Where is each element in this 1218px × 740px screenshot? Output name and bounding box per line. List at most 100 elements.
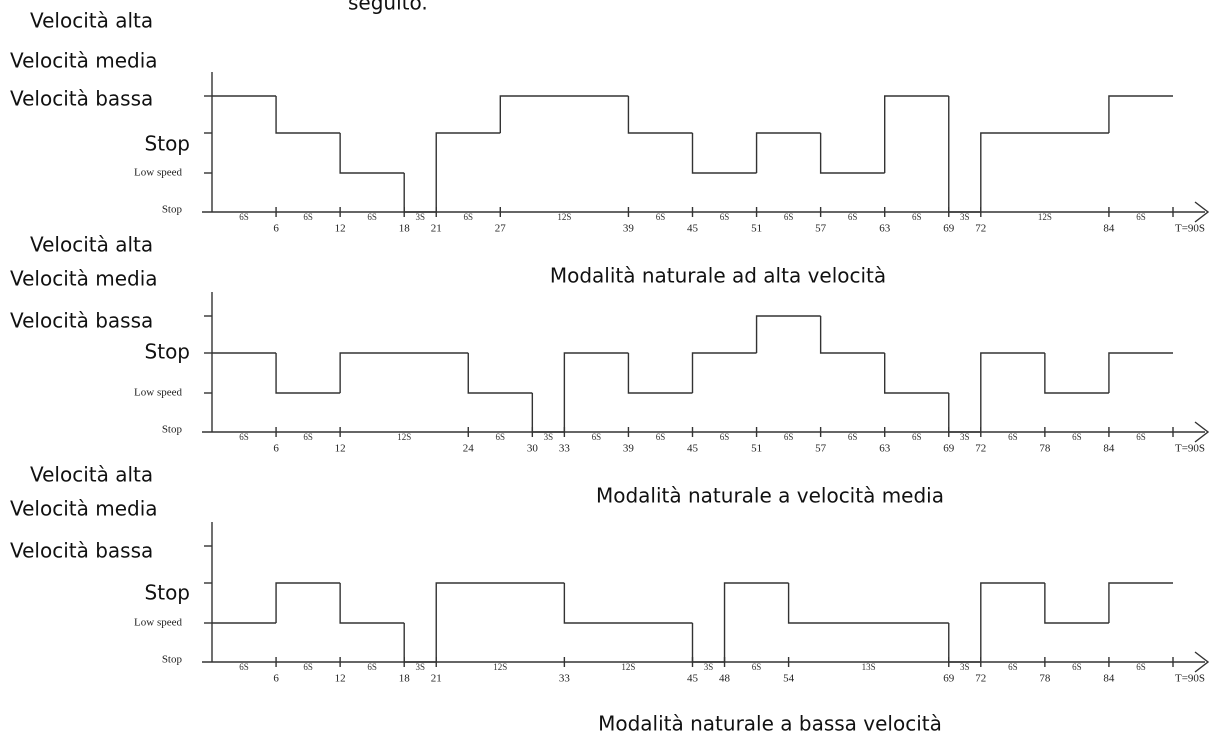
x-tick-label: 78: [1039, 673, 1051, 685]
duration-label: 6S: [303, 432, 313, 442]
x-tick-label: 18: [399, 223, 411, 235]
speed-step: [884, 95, 949, 173]
speed-step: [948, 96, 981, 213]
speed-step: [275, 582, 341, 623]
speed-step: [339, 352, 469, 393]
x-tick-label: 33: [559, 443, 571, 455]
level-label: Velocità media: [10, 497, 158, 521]
duration-label: 6S: [1008, 662, 1018, 672]
axis-label: Stop: [162, 424, 183, 436]
duration-label: 6S: [239, 432, 249, 442]
duration-label: 6S: [656, 212, 666, 222]
speed-step: [948, 623, 981, 663]
speed-step: [787, 583, 949, 624]
x-tick-label: T=90S: [1175, 443, 1205, 455]
x-tick-label: 45: [687, 443, 699, 455]
speed-step: [948, 393, 981, 433]
speed-step: [563, 352, 629, 432]
speed-step: [627, 96, 693, 134]
duration-label: 3S: [960, 432, 970, 442]
duration-label: 3S: [960, 662, 970, 672]
duration-label: 12S: [557, 212, 571, 222]
caption: Modalità naturale a velocità media: [596, 484, 944, 508]
x-tick-label: T=90S: [1175, 223, 1205, 235]
x-tick-label: 39: [623, 443, 635, 455]
speed-step: [467, 353, 533, 394]
speed-step: [819, 133, 885, 174]
axis-label: Low speed: [134, 387, 182, 399]
level-label: Stop: [145, 132, 190, 156]
duration-label: 6S: [496, 432, 506, 442]
duration-label: 6S: [848, 432, 858, 442]
duration-label: 6S: [1136, 432, 1146, 442]
x-tick-label: 54: [783, 673, 795, 685]
header-fragment: seguito.: [348, 0, 428, 15]
x-tick-label: 33: [559, 673, 571, 685]
x-tick-label: T=90S: [1175, 673, 1205, 685]
duration-label: 6S: [1008, 432, 1018, 442]
x-tick-label: 51: [751, 223, 762, 235]
speed-step: [1108, 352, 1173, 393]
speed-step: [435, 132, 501, 212]
duration-label: 6S: [367, 212, 377, 222]
level-label: Velocità alta: [30, 9, 153, 33]
level-label: Velocità bassa: [10, 309, 153, 333]
level-label: Velocità bassa: [10, 87, 153, 111]
speed-step: [755, 315, 821, 353]
duration-label: 6S: [239, 212, 249, 222]
x-tick-label: 48: [719, 673, 731, 685]
speed-step: [723, 582, 789, 662]
speed-step: [980, 132, 1109, 212]
x-tick-label: 84: [1103, 673, 1115, 685]
x-tick-label: 72: [975, 223, 986, 235]
duration-label: 6S: [848, 212, 858, 222]
duration-label: 6S: [303, 662, 313, 672]
x-tick-label: 63: [879, 223, 891, 235]
x-tick-label: 63: [879, 443, 891, 455]
x-tick-label: 24: [463, 443, 475, 455]
duration-label: 3S: [960, 212, 970, 222]
x-tick-label: 72: [975, 443, 986, 455]
axis-arrow: [1194, 651, 1210, 673]
speed-step: [339, 583, 405, 624]
axis-arrow: [1194, 421, 1210, 443]
x-tick-label: 21: [431, 223, 442, 235]
x-tick-label: 12: [335, 223, 346, 235]
speed-step: [691, 623, 725, 663]
duration-label: 6S: [303, 212, 313, 222]
duration-label: 3S: [415, 662, 425, 672]
speed-step: [755, 132, 821, 173]
speed-step: [403, 173, 437, 213]
x-tick-label: 45: [687, 223, 699, 235]
duration-label: 12S: [621, 662, 635, 672]
x-tick-label: 57: [815, 443, 827, 455]
duration-label: 6S: [784, 212, 794, 222]
x-tick-label: 21: [431, 673, 442, 685]
x-tick-label: 45: [687, 673, 699, 685]
level-label: Stop: [145, 581, 190, 605]
axis-label: Low speed: [134, 617, 182, 629]
x-tick-label: 6: [273, 443, 279, 455]
x-tick-label: 69: [943, 443, 955, 455]
duration-label: 6S: [912, 432, 922, 442]
level-label: Velocità alta: [30, 233, 153, 257]
speed-step: [531, 393, 565, 433]
speed-step: [691, 352, 757, 393]
x-tick-label: 18: [399, 673, 411, 685]
level-label: Velocità bassa: [10, 539, 153, 563]
axis-label: Stop: [162, 654, 183, 666]
duration-label: 6S: [592, 432, 602, 442]
duration-label: 3S: [415, 212, 425, 222]
duration-label: 6S: [367, 662, 377, 672]
level-label: Velocità media: [10, 49, 158, 73]
speed-step: [275, 353, 341, 394]
axis-label: Stop: [162, 204, 183, 216]
speed-step: [499, 95, 629, 133]
duration-label: 6S: [464, 212, 474, 222]
duration-label: 12S: [493, 662, 507, 672]
duration-label: 13S: [862, 662, 876, 672]
level-label: Velocità alta: [30, 463, 153, 487]
x-tick-label: 39: [623, 223, 635, 235]
duration-label: 6S: [1072, 432, 1082, 442]
